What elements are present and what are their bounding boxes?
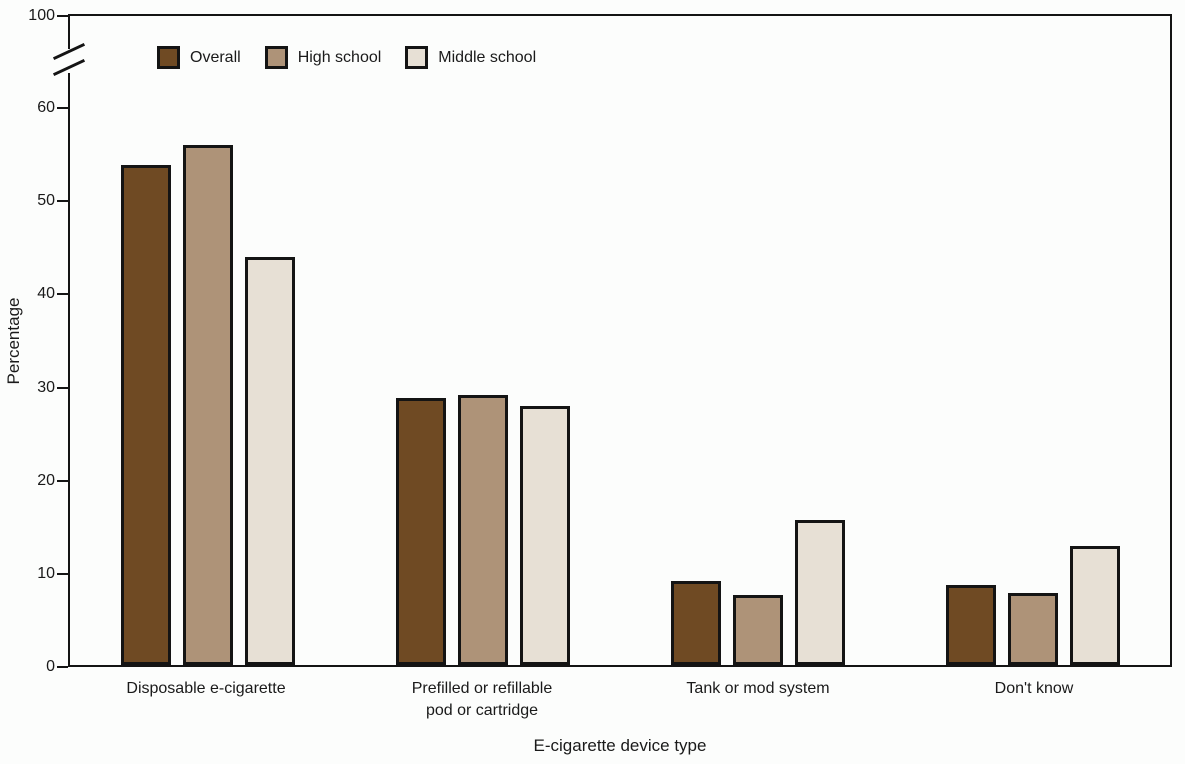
y-tick-mark [57,106,68,109]
bar-group [70,16,345,665]
legend-item: Overall [157,46,241,69]
axis-break-gap [68,49,70,73]
y-tick-label: 50 [37,192,55,210]
bar [945,585,996,665]
bar-group [895,16,1170,665]
y-tick-label: 40 [37,285,55,303]
bars-layer [70,16,1170,665]
legend-item: Middle school [405,46,536,69]
legend-swatch [405,46,429,69]
y-tick-mark [57,15,68,17]
bar [1069,546,1120,665]
legend-item-label: Overall [190,49,241,66]
legend: Overall High school Middle school [157,46,536,69]
bar [732,595,783,665]
y-tick-mark [57,666,68,668]
y-tick-mark [57,572,68,575]
bar [670,581,721,665]
y-tick-label: 0 [46,658,55,675]
category-label: Don't know [994,680,1074,697]
bar [244,257,295,665]
x-axis-category-labels: Disposable e-cigarette Prefilled or refil… [68,678,1172,722]
bar [457,395,508,665]
category-label: Disposable e-cigarette [126,680,286,697]
bar [120,165,171,665]
y-tick-label: 20 [37,471,55,489]
y-tick-mark [57,200,68,203]
y-tick-mark [57,386,68,389]
bar [794,520,845,665]
plot-area: Overall High school Middle school 0 10 20 30 4… [28,7,1172,675]
category-label: Prefilled or refillable pod or cartridge [411,680,553,719]
y-tick-label: 10 [37,564,55,582]
legend-item: High school [264,46,382,69]
bar [1007,593,1058,665]
bar-group [345,16,620,665]
bar [182,145,233,665]
bar [395,398,446,665]
y-tick-mark [57,479,68,482]
legend-item-label: High school [297,49,382,66]
bar [519,406,570,665]
y-tick-mark [57,293,68,296]
legend-item-label: Middle school [438,49,537,66]
y-tick-label: 100 [28,7,55,24]
y-tick-label: 60 [37,98,55,116]
y-axis-title: Percentage [4,297,23,385]
x-axis-title: E-cigarette device type [533,736,707,755]
legend-swatch [264,46,288,69]
category-label: Tank or mod system [686,680,830,697]
y-tick-label: 30 [37,378,55,396]
bar-group [620,16,895,665]
legend-swatch [157,46,180,69]
